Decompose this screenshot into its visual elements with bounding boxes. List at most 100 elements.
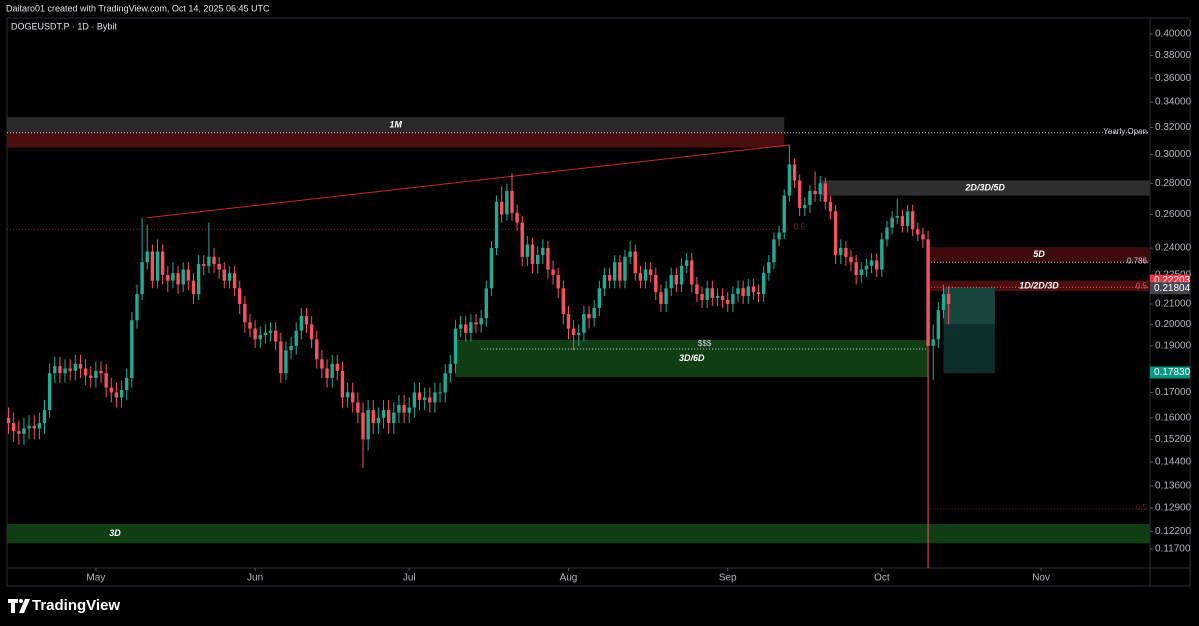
zone-label: 1M — [389, 119, 402, 129]
candle-body — [397, 404, 401, 413]
candle-body — [700, 294, 704, 300]
zone — [820, 180, 1150, 196]
candle-body — [371, 410, 375, 424]
candle-body — [849, 256, 853, 263]
candle-body — [808, 190, 812, 205]
candle-body — [392, 412, 396, 424]
candle-body — [268, 330, 273, 333]
candle-body — [746, 286, 750, 297]
candle-body — [330, 363, 334, 378]
candle-body — [880, 239, 884, 270]
candle-body — [695, 284, 699, 295]
y-tick-label: 0.11700 — [1155, 544, 1191, 555]
x-tick-label: May — [86, 573, 105, 584]
x-tick-label: Sep — [719, 573, 737, 584]
candle-body — [541, 248, 545, 256]
candle-body — [263, 332, 268, 335]
candle-body — [684, 260, 689, 266]
candle-body — [140, 262, 144, 295]
price-tag-label: 0.17830 — [1154, 367, 1191, 378]
candle-body — [710, 288, 715, 298]
candle-body — [99, 370, 103, 374]
candle-body — [772, 239, 776, 263]
price-tag — [1150, 366, 1190, 379]
candle-body — [505, 190, 509, 215]
candle-body — [875, 260, 879, 270]
candle-body — [916, 229, 920, 235]
candle-body — [417, 392, 422, 400]
candle-body — [777, 232, 781, 240]
x-tick-label: Jun — [247, 573, 263, 584]
y-tick-label: 0.20000 — [1155, 319, 1192, 330]
candle-body — [761, 273, 766, 295]
zone — [928, 280, 1150, 292]
candle-body — [243, 303, 247, 323]
candle-body — [566, 314, 571, 329]
candle-body — [582, 314, 586, 333]
candle-body — [448, 363, 453, 374]
candle-body — [736, 288, 740, 295]
candle-body — [484, 288, 488, 319]
candle-body — [797, 180, 802, 209]
candle-body — [926, 239, 930, 346]
candle-body — [731, 294, 735, 304]
y-tick-label: 0.32000 — [1155, 122, 1192, 133]
candle-body — [32, 425, 36, 429]
candle-body — [515, 212, 519, 223]
candle-body — [145, 251, 149, 263]
candle-body — [407, 407, 411, 413]
y-tick-label: 0.12200 — [1155, 526, 1192, 537]
candle-body — [556, 275, 560, 289]
price-tag-label: 0.21804 — [1154, 283, 1191, 294]
level-label: 0.5 — [1136, 281, 1148, 290]
candle-body — [186, 269, 191, 281]
plot: Yearly Open 0.5 0.786 0.5 $$$ 0.5 1M 2D/3D/5D 5D… — [7, 117, 1150, 568]
candle-body — [751, 286, 756, 293]
candle-body — [587, 314, 591, 319]
candle-body — [638, 273, 643, 281]
candle-body — [828, 201, 833, 212]
candle-body — [479, 318, 483, 325]
candle-body — [577, 332, 581, 335]
candle-body — [171, 273, 175, 281]
candle-body — [782, 195, 786, 233]
candle-body — [340, 370, 345, 398]
candle-body — [232, 273, 237, 289]
level-label: Yearly Open — [1103, 127, 1147, 136]
candle-body — [474, 322, 478, 325]
zone — [455, 339, 929, 377]
candle-body — [361, 412, 365, 440]
candle-body — [438, 392, 442, 394]
candle-body — [422, 397, 427, 400]
candle-body — [664, 288, 668, 304]
zone — [7, 523, 1150, 544]
y-tick-label: 0.12900 — [1155, 503, 1192, 514]
candle-body — [73, 363, 78, 371]
candle-body — [366, 410, 370, 440]
candle-body — [823, 183, 828, 202]
candle-body — [931, 339, 935, 346]
y-tick-label: 0.19000 — [1155, 341, 1192, 352]
candle-body — [433, 392, 437, 403]
candle-body — [792, 164, 797, 181]
candle-body — [648, 269, 653, 276]
candle-body — [135, 294, 139, 321]
x-tick-label: Aug — [560, 573, 578, 584]
candle-body — [124, 377, 129, 390]
candle-body — [304, 316, 309, 325]
candle-body — [936, 309, 941, 340]
candle-body — [83, 368, 88, 376]
candle-body — [191, 280, 196, 295]
candle-body — [674, 275, 679, 285]
candle-body — [910, 211, 915, 230]
candle-body — [705, 288, 709, 300]
candle-body — [104, 373, 108, 388]
level-label: 0.5 — [1136, 503, 1148, 512]
position-stop — [943, 324, 995, 374]
candle-body — [53, 366, 57, 374]
y-tick-label: 0.30000 — [1155, 149, 1192, 160]
level-label: 0.5 — [794, 222, 806, 231]
candle-body — [119, 389, 124, 398]
